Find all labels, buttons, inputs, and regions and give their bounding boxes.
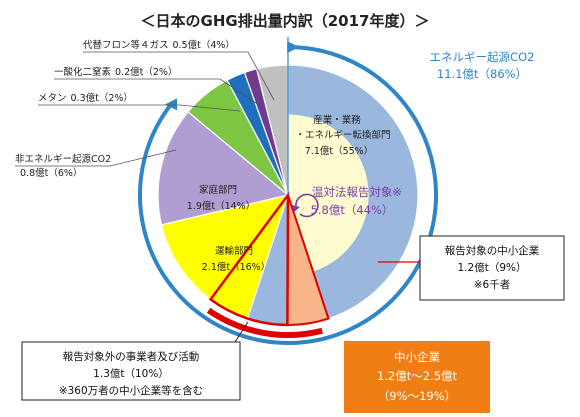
label-industry-1: 産業・業務 [313, 114, 361, 126]
energy-co2-label: エネルギー起源CO2 [430, 50, 535, 64]
label-transport-value: 2.1億t（16%） [202, 261, 270, 273]
pie-slice [157, 110, 290, 226]
reporting-target-slice [288, 114, 369, 272]
label-household: 家庭部門 [199, 184, 237, 196]
sme-total-box [344, 341, 490, 413]
unreported-line1: 報告対象外の事業者及び活動 [63, 350, 200, 363]
label-transport: 運輸部門 [215, 245, 253, 257]
energy-arrow-start-icon [287, 41, 300, 54]
reporting-label: 温対法報告対象※ [312, 185, 402, 199]
unreported-box [21, 341, 241, 401]
reporting-arrow-icon [292, 205, 300, 212]
label-n2o: 一酸化二窒素 0.2億t（2%） [54, 66, 177, 78]
leader-fluorocarbon [83, 51, 275, 101]
sme-total-line1: 中小企業 [394, 350, 440, 364]
reported-sme-line2: 1.2億t（9%） [458, 261, 527, 274]
reported-sme-line3: ※6千者 [474, 279, 510, 291]
sme-total-line3: （9%～19%） [378, 389, 456, 403]
label-industry-value: 7.1億t（55%） [305, 145, 373, 157]
sme-arc-path [206, 307, 323, 338]
energy-co2-value: 11.1億t（86%） [437, 67, 527, 81]
unreported-slice [208, 191, 290, 327]
energy-co2-arc [138, 41, 438, 345]
reporting-swirl [295, 193, 319, 218]
leader-methane [38, 104, 241, 112]
label-industry-2: ・エネルギー転換部門 [295, 129, 390, 141]
unreported-leader [234, 321, 249, 343]
unreported-line3: ※360万者の中小企業等を含む [59, 384, 203, 397]
energy-arrow-end-icon [165, 98, 178, 111]
label-fluorocarbon: 代替フロン等４ガス 0.5億t（4%） [83, 39, 235, 51]
sme-red-arc [206, 307, 323, 338]
reported-sme-line1: 報告対象の中小企業 [445, 244, 540, 257]
reported-sme-box [419, 235, 565, 301]
sub-slices [208, 37, 369, 327]
chart-title: ＜日本のGHG排出量内訳（2017年度）＞ [141, 12, 430, 30]
sme-total-line2: 1.2億t～2.5億t [377, 369, 458, 383]
reporting-value: 5.8億t（44%） [311, 203, 394, 217]
label-methane: メタン 0.3億t（2%） [38, 92, 133, 104]
leader-n2o [54, 78, 260, 106]
unreported-line2: 1.3億t（10%） [93, 367, 169, 380]
label-household-value: 1.9億t（14%） [187, 200, 255, 212]
label-nonenergy-value: 0.8億t（6%） [20, 167, 82, 179]
label-nonenergy-name: 非エネルギー起源CO2 [15, 153, 111, 165]
leader-nonenergy [15, 149, 177, 167]
energy-arc-path [138, 45, 438, 345]
